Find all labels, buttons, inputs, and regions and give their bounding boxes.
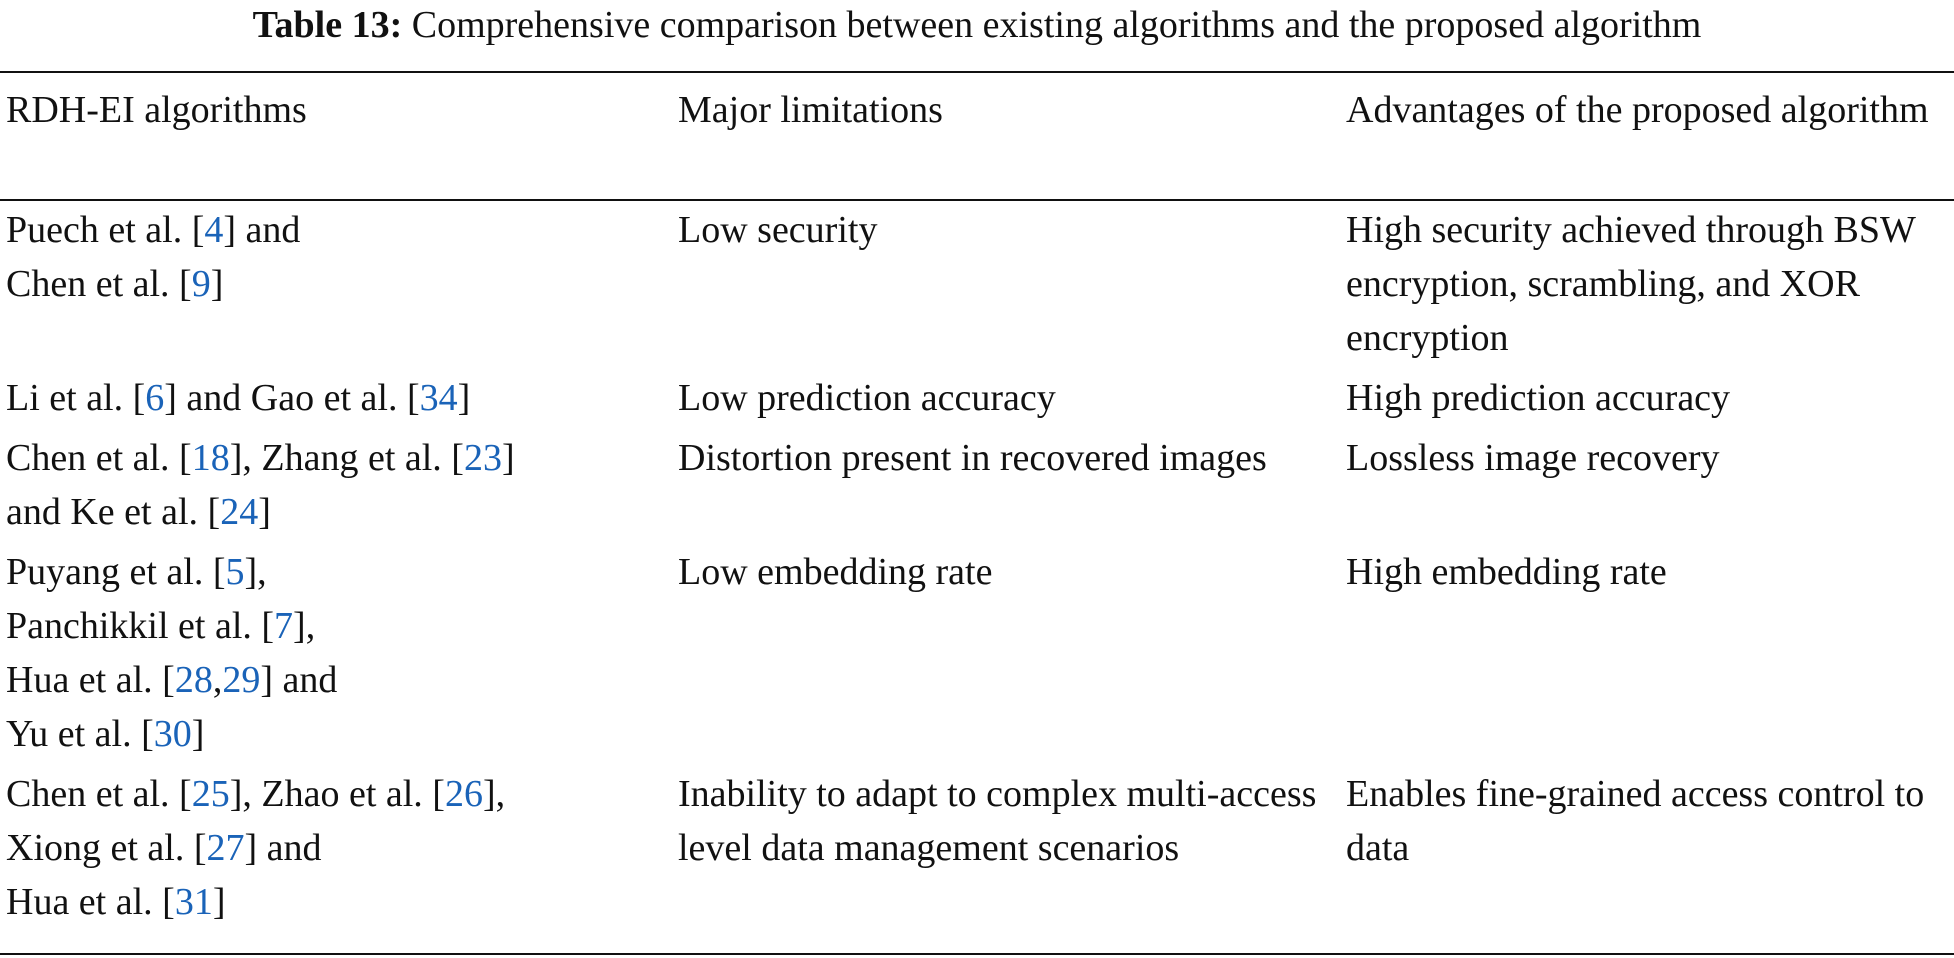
reference-link[interactable]: 31 (174, 881, 213, 923)
algorithm-text: Li et al. [ (6, 377, 146, 419)
table-header-rule (0, 199, 1954, 201)
reference-link[interactable]: 23 (463, 437, 502, 479)
algorithm-text: ], (482, 773, 506, 815)
algorithm-text: Hua et al. [ (6, 881, 175, 923)
algorithms-cell: Li et al. [6] and Gao et al. [34] (0, 371, 672, 431)
table-row: Puech et al. [4] and Chen et al. [9] Low s… (0, 189, 1954, 371)
algorithm-text: , (212, 659, 223, 701)
algorithm-text: Xiong et al. [ (6, 827, 207, 869)
table-caption: Table 13: Comprehensive comparison betwe… (0, 0, 1954, 50)
algorithm-text: ] (212, 881, 226, 923)
reference-link[interactable]: 26 (444, 773, 483, 815)
limitation-cell: Inability to adapt to complex multi-acce… (678, 773, 1317, 869)
header-algorithms: RDH-EI algorithms (6, 89, 307, 131)
reference-link[interactable]: 6 (145, 377, 165, 419)
comparison-table: RDH-EI algorithms Major limitations Adva… (0, 73, 1954, 935)
advantage-cell: High security achieved through BSW encry… (1346, 209, 1916, 359)
table-row: Li et al. [6] and Gao et al. [34] Low pre… (0, 371, 1954, 431)
algorithm-text: ], Zhang et al. [ (229, 437, 464, 479)
header-advantages: Advantages of the proposed algorithm (1346, 89, 1929, 131)
algorithms-cell: Chen et al. [25], Zhao et al. [26], Xiong… (0, 767, 672, 935)
algorithm-text: Puyang et al. [ (6, 551, 226, 593)
algorithm-text: ], (244, 551, 267, 593)
advantage-cell: High prediction accuracy (1346, 377, 1731, 419)
reference-link[interactable]: 27 (206, 827, 245, 869)
algorithm-text: Yu et al. [ (6, 713, 154, 755)
algorithm-text: ] (191, 713, 205, 755)
advantage-cell: High embedding rate (1346, 551, 1667, 593)
reference-link[interactable]: 34 (419, 377, 458, 419)
algorithm-text: ] and (244, 827, 322, 869)
limitation-cell: Distortion present in recovered images (678, 437, 1267, 479)
algorithm-text: ] (501, 437, 515, 479)
advantage-cell: Lossless image recovery (1346, 437, 1720, 479)
algorithms-cell: Puech et al. [4] and Chen et al. [9] (0, 189, 672, 371)
table-row: Chen et al. [18], Zhang et al. [23] and K… (0, 431, 1954, 545)
algorithm-text: Puech et al. [ (6, 209, 205, 251)
algorithm-text: and Ke et al. [ (6, 491, 221, 533)
table-caption-label: Table 13: (252, 4, 403, 46)
table-body: Puech et al. [4] and Chen et al. [9] Low s… (0, 189, 1954, 935)
table-bottom-rule (0, 953, 1954, 955)
reference-link[interactable]: 30 (153, 713, 192, 755)
algorithm-text: ] (210, 263, 224, 305)
reference-link[interactable]: 25 (191, 773, 230, 815)
algorithm-text: Chen et al. [ (6, 437, 192, 479)
table-row: Puyang et al. [5], Panchikkil et al. [7],… (0, 545, 1954, 767)
algorithm-text: Panchikkil et al. [ (6, 605, 275, 647)
limitation-cell: Low prediction accuracy (678, 377, 1056, 419)
algorithm-text: ] and Gao et al. [ (164, 377, 420, 419)
reference-link[interactable]: 29 (222, 659, 261, 701)
reference-link[interactable]: 4 (204, 209, 224, 251)
table-caption-text: Comprehensive comparison between existin… (411, 4, 1702, 46)
table-top-rule (0, 71, 1954, 73)
reference-link[interactable]: 18 (191, 437, 230, 479)
algorithm-text: ] and (260, 659, 338, 701)
reference-link[interactable]: 9 (191, 263, 211, 305)
table-row: Chen et al. [25], Zhao et al. [26], Xiong… (0, 767, 1954, 935)
advantage-cell: Enables fine-grained access control to d… (1346, 773, 1925, 869)
algorithm-text: ], (293, 605, 316, 647)
algorithm-text: Chen et al. [ (6, 773, 192, 815)
algorithm-text: Chen et al. [ (6, 263, 192, 305)
reference-link[interactable]: 7 (274, 605, 294, 647)
reference-link[interactable]: 24 (220, 491, 259, 533)
algorithms-cell: Puyang et al. [5], Panchikkil et al. [7],… (0, 545, 672, 767)
limitation-cell: Low security (678, 209, 878, 251)
algorithms-cell: Chen et al. [18], Zhang et al. [23] and K… (0, 431, 672, 545)
header-limitations: Major limitations (678, 89, 943, 131)
algorithm-text: ] (457, 377, 471, 419)
algorithm-text: ] (258, 491, 271, 533)
limitation-cell: Low embedding rate (678, 551, 993, 593)
reference-link[interactable]: 28 (174, 659, 213, 701)
reference-link[interactable]: 5 (225, 551, 245, 593)
algorithm-text: Hua et al. [ (6, 659, 175, 701)
algorithm-text: ] and (223, 209, 301, 251)
algorithm-text: ], Zhao et al. [ (229, 773, 445, 815)
table-header-row: RDH-EI algorithms Major limitations Adva… (0, 73, 1954, 189)
